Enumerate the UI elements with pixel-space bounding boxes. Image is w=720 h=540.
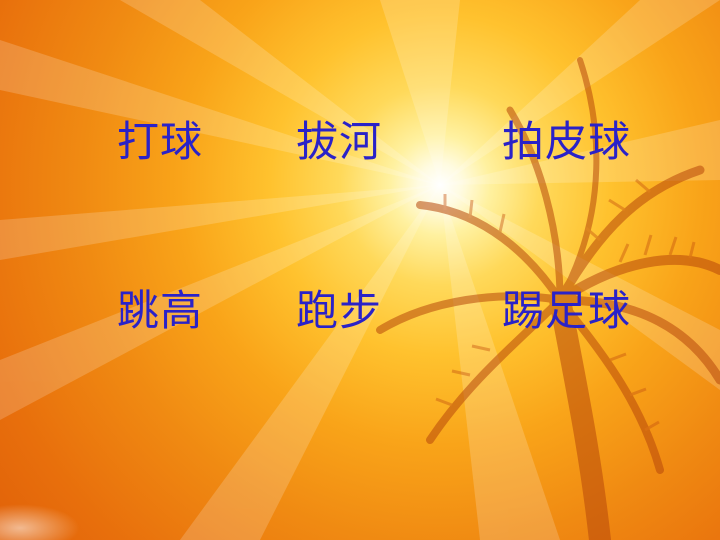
- word-4: 跳高: [117, 286, 204, 335]
- word-6: 踢足球: [502, 286, 632, 335]
- corner-glow: [0, 500, 90, 540]
- word-1: 打球: [117, 117, 204, 166]
- word-2: 拔河: [296, 117, 383, 166]
- word-3: 拍皮球: [502, 117, 632, 166]
- word-5: 跑步: [296, 286, 383, 335]
